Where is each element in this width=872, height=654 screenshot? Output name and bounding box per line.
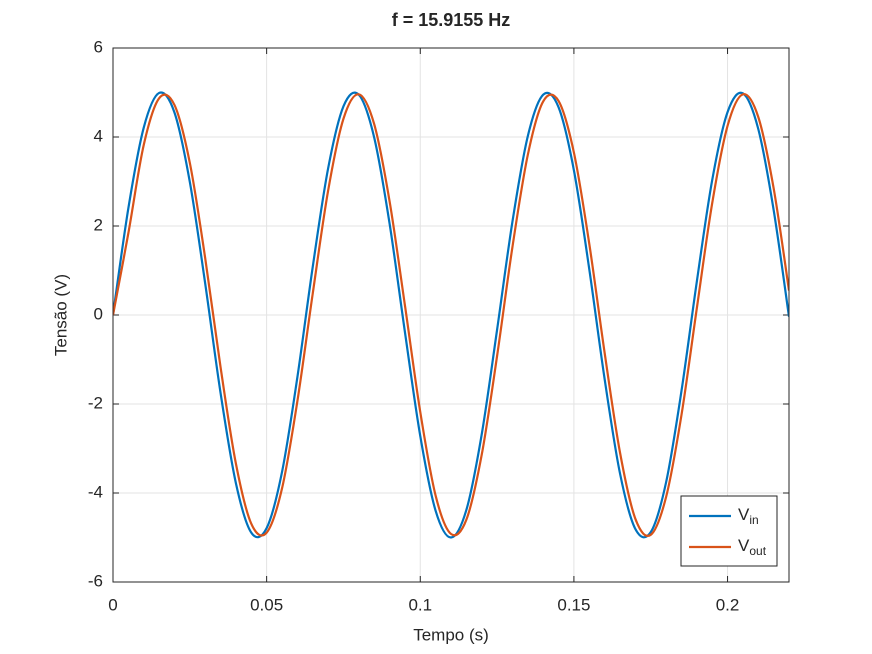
y-tick-label: 4 bbox=[94, 126, 103, 145]
x-tick-label: 0.05 bbox=[250, 595, 283, 614]
y-tick-label: 6 bbox=[94, 37, 103, 56]
x-tick-label: 0.1 bbox=[408, 595, 432, 614]
chart-title: f = 15.9155 Hz bbox=[392, 10, 511, 30]
x-tick-label: 0.2 bbox=[716, 595, 740, 614]
y-tick-label: -2 bbox=[88, 393, 103, 412]
y-tick-label: 2 bbox=[94, 215, 103, 234]
y-tick-label: -4 bbox=[88, 482, 103, 501]
series-line bbox=[113, 93, 789, 537]
legend-label: Vin bbox=[738, 505, 759, 527]
y-tick-label: 0 bbox=[94, 304, 103, 323]
x-tick-label: 0.15 bbox=[557, 595, 590, 614]
x-tick-label: 0 bbox=[108, 595, 117, 614]
series-line bbox=[113, 91, 789, 539]
legend-box bbox=[680, 495, 778, 567]
y-axis-label: Tensão (V) bbox=[51, 274, 70, 356]
y-tick-label: -6 bbox=[88, 571, 103, 590]
x-axis-label: Tempo (s) bbox=[413, 625, 489, 644]
legend-label: Vout bbox=[738, 536, 767, 558]
plot-frame bbox=[112, 47, 790, 583]
